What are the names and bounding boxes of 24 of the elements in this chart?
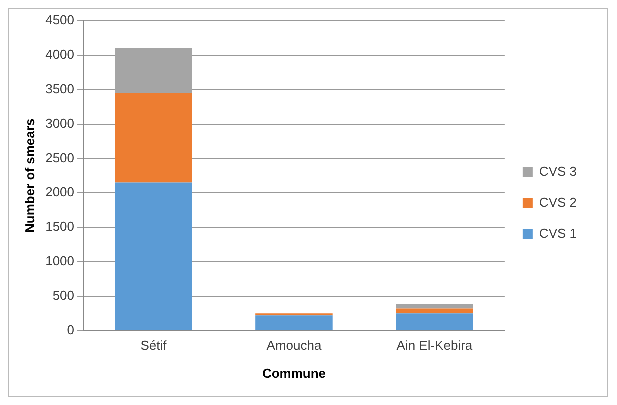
- x-tick-label: Sétif: [140, 338, 168, 354]
- bar: [396, 308, 474, 314]
- bar: [115, 182, 192, 330]
- y-tick-label: 1500: [46, 219, 75, 234]
- x-tick-label: Amoucha: [266, 338, 322, 354]
- y-tick-label: 4500: [46, 12, 75, 28]
- x-axis-title: Commune: [262, 366, 326, 381]
- y-tick-label: 3500: [46, 81, 75, 96]
- y-tick-label: 0: [67, 322, 75, 338]
- bar: [396, 304, 474, 309]
- legend-label: CVS 1: [539, 226, 578, 242]
- legend-label: CVS 3: [539, 164, 578, 180]
- y-axis-title: Number of smears: [22, 118, 38, 233]
- y-tick-label: 2500: [46, 150, 75, 166]
- bar: [115, 93, 192, 183]
- bar: [256, 316, 333, 330]
- x-tick-label: Ain El-Kebira: [396, 338, 474, 354]
- y-tick-label: 3000: [46, 116, 75, 131]
- y-tick-label: 2000: [46, 184, 75, 200]
- y-tick-label: 4000: [46, 47, 75, 62]
- legend-label: CVS 2: [539, 195, 578, 210]
- y-tick-label: 500: [52, 288, 75, 303]
- bar: [396, 314, 474, 330]
- y-tick-label: 1000: [46, 254, 75, 269]
